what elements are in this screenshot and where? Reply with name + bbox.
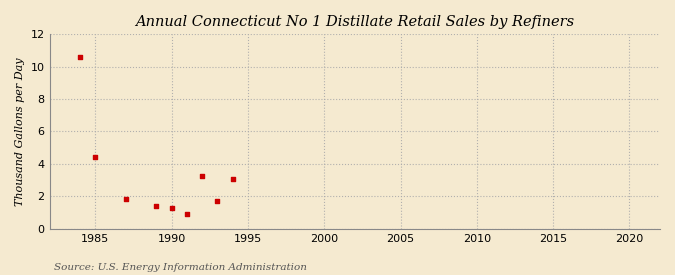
Point xyxy=(120,197,131,202)
Y-axis label: Thousand Gallons per Day: Thousand Gallons per Day xyxy=(15,57,25,206)
Point xyxy=(90,155,101,160)
Point xyxy=(166,205,177,210)
Point xyxy=(227,177,238,182)
Title: Annual Connecticut No 1 Distillate Retail Sales by Refiners: Annual Connecticut No 1 Distillate Retai… xyxy=(135,15,574,29)
Point xyxy=(212,199,223,203)
Point xyxy=(196,174,207,178)
Point xyxy=(75,55,86,59)
Point xyxy=(182,212,192,216)
Text: Source: U.S. Energy Information Administration: Source: U.S. Energy Information Administ… xyxy=(54,263,307,272)
Point xyxy=(151,204,162,208)
